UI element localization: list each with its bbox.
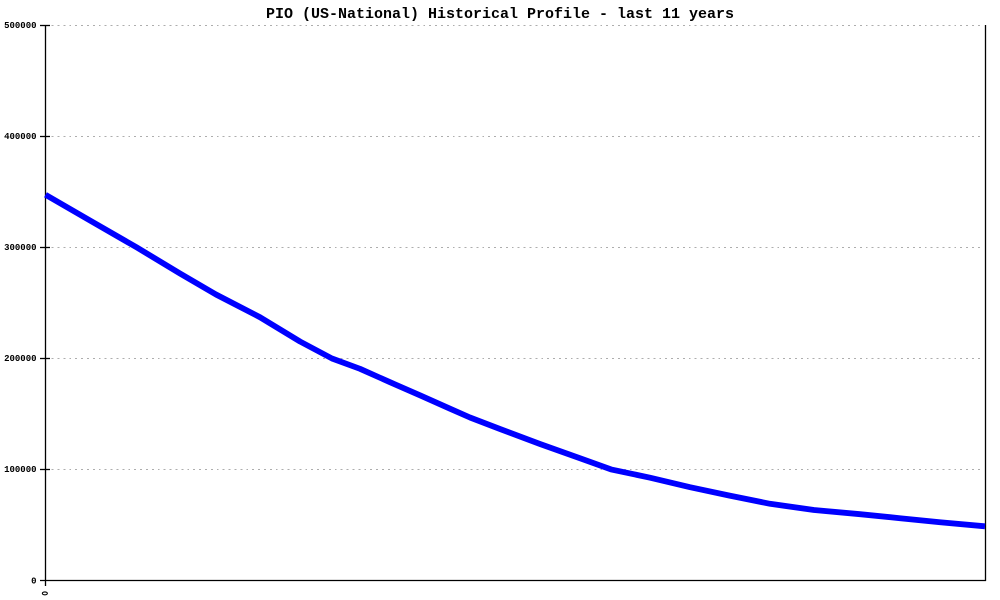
svg-text:400000: 400000 xyxy=(4,132,36,142)
svg-text:PIO (US-National) Historical P: PIO (US-National) Historical Profile - l… xyxy=(266,6,734,23)
svg-text:300000: 300000 xyxy=(4,243,36,253)
svg-text:500000: 500000 xyxy=(4,21,36,31)
svg-text:100000: 100000 xyxy=(4,465,36,475)
svg-text:0: 0 xyxy=(31,576,36,586)
svg-text:200000: 200000 xyxy=(4,354,36,364)
